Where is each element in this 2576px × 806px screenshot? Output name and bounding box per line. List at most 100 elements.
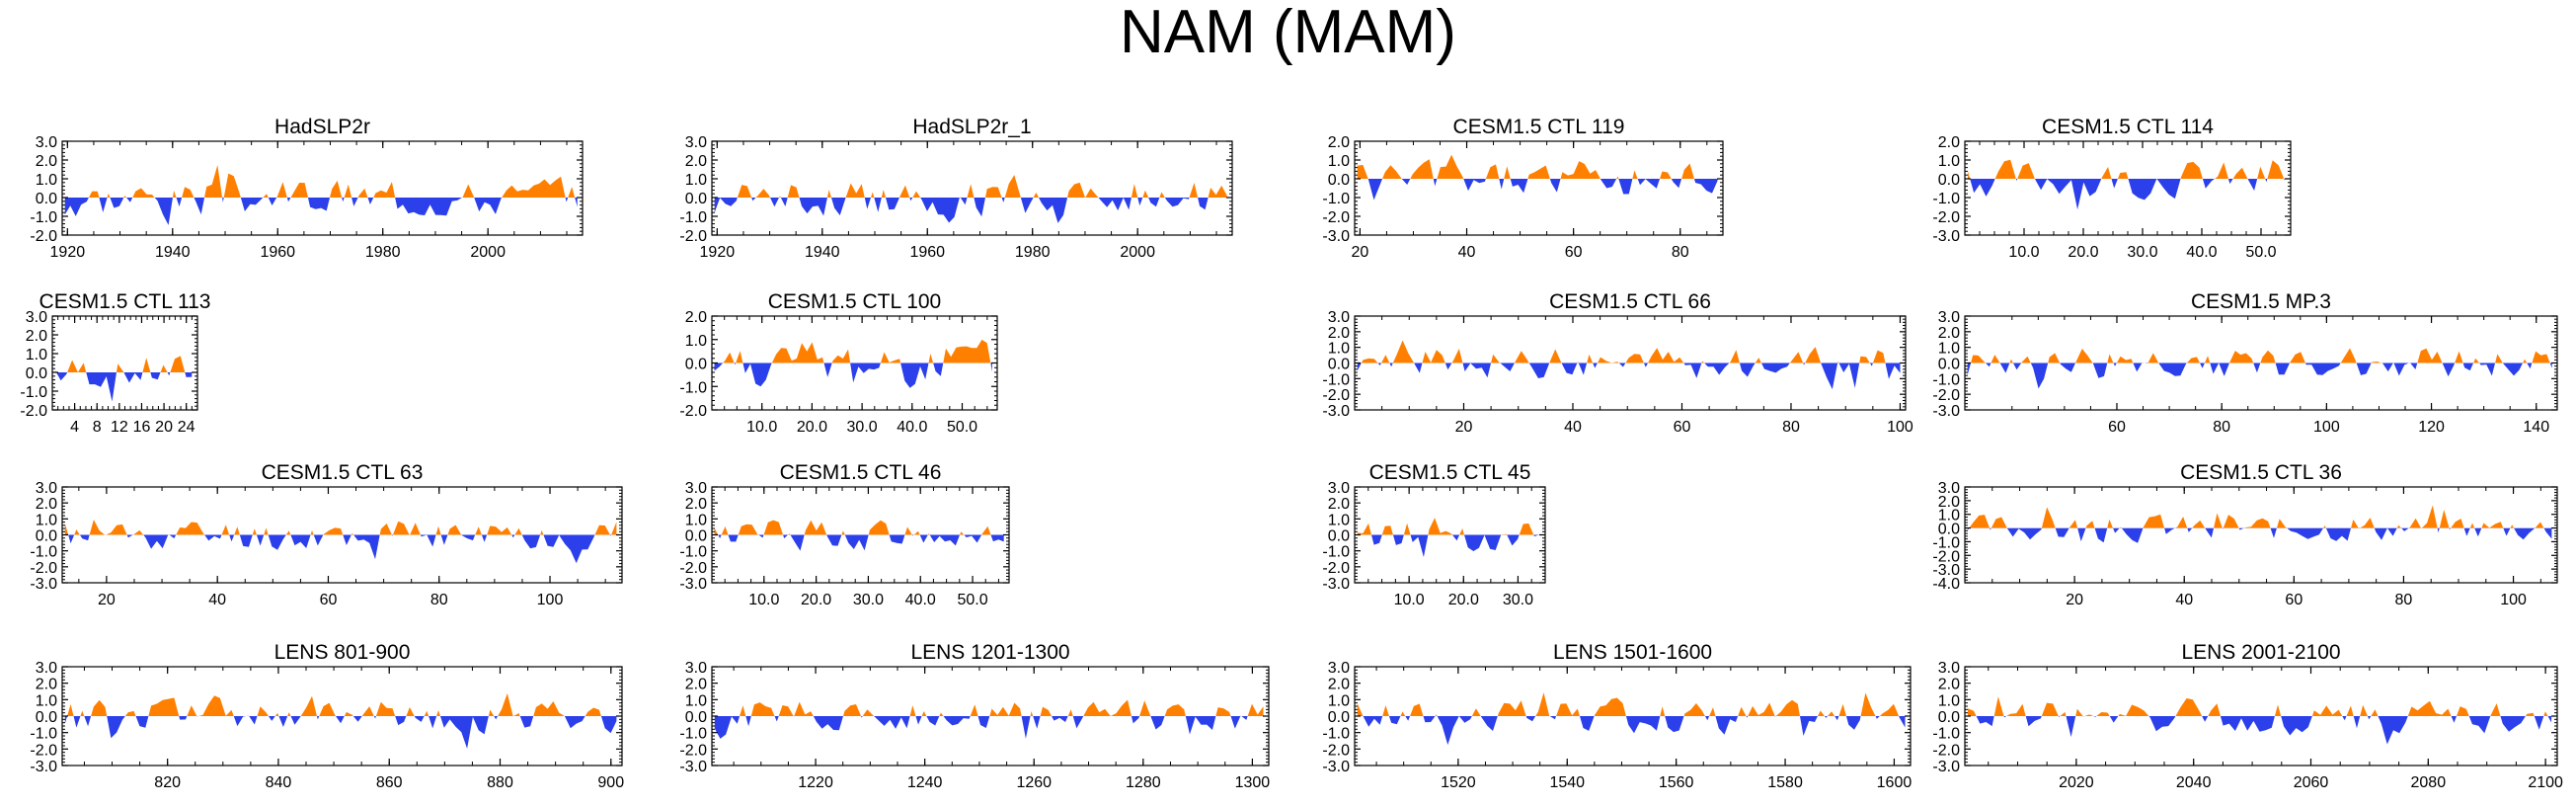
x-tick-label: 880 bbox=[487, 774, 513, 791]
y-tick-label: 2.0 bbox=[685, 153, 707, 170]
y-tick-label: 0.0 bbox=[36, 191, 57, 207]
y-tick-label: 3.0 bbox=[685, 660, 707, 677]
y-tick-label: 3.0 bbox=[1938, 660, 1960, 677]
x-tick-label: 2020 bbox=[2059, 774, 2094, 791]
y-tick-label: -3.0 bbox=[1322, 759, 1350, 775]
negative-anomaly-area bbox=[1968, 716, 2552, 745]
x-tick-label: 24 bbox=[178, 419, 195, 436]
y-tick-label: 2.0 bbox=[1938, 134, 1960, 151]
y-tick-label: 1.0 bbox=[1938, 692, 1960, 709]
x-tick-label: 100 bbox=[2500, 592, 2527, 608]
y-tick-label: 3.0 bbox=[36, 660, 57, 677]
panel-title: LENS 1501-1600 bbox=[1553, 641, 1712, 664]
y-tick-label: -2.0 bbox=[30, 742, 57, 759]
y-tick-label: -1.0 bbox=[20, 384, 47, 401]
negative-anomaly-area bbox=[714, 716, 1264, 739]
y-tick-label: 3.0 bbox=[1328, 480, 1350, 497]
y-tick-label: 2.0 bbox=[1938, 494, 1960, 511]
y-tick-label: 1.0 bbox=[1938, 153, 1960, 170]
x-tick-label: 30.0 bbox=[2127, 244, 2157, 261]
positive-anomaly-area bbox=[1357, 518, 1540, 535]
y-tick-label: -2.0 bbox=[30, 560, 57, 577]
panel-title: CESM1.5 CTL 45 bbox=[1369, 461, 1531, 484]
y-tick-label: -2.0 bbox=[1932, 742, 1960, 759]
x-tick-label: 820 bbox=[154, 774, 181, 791]
panel-8: CESM1.5 MP.3 3.02.01.00.0-1.0-2.0-3.0 60 80… bbox=[1932, 290, 2558, 436]
y-tick-label: -1.0 bbox=[1932, 371, 1960, 388]
positive-anomaly-area bbox=[1357, 154, 1718, 179]
x-tick-label: 40.0 bbox=[905, 592, 936, 608]
positive-anomaly-area bbox=[714, 699, 1264, 716]
panel-16: LENS 2001-2100 3.02.01.00.0-1.0-2.0-3.0 20… bbox=[1932, 641, 2563, 791]
y-tick-label: -1.0 bbox=[1932, 534, 1960, 551]
x-tick-label: 30.0 bbox=[847, 419, 878, 436]
y-tick-label: -3.0 bbox=[1932, 228, 1960, 245]
positive-anomaly-area bbox=[1969, 505, 2544, 528]
x-tick-label: 2100 bbox=[2528, 774, 2563, 791]
y-tick-label: 2.0 bbox=[36, 496, 57, 513]
y-tick-label: 0.0 bbox=[1938, 709, 1960, 726]
y-tick-label: -2.0 bbox=[1932, 548, 1960, 565]
y-tick-label: -2.0 bbox=[1322, 209, 1350, 226]
x-tick-label: 20 bbox=[1455, 419, 1473, 436]
y-tick-label: 0.0 bbox=[26, 365, 47, 382]
y-tick-label: -1.0 bbox=[30, 726, 57, 743]
y-tick-label: -3.0 bbox=[679, 759, 707, 775]
negative-anomaly-area bbox=[714, 363, 992, 388]
y-tick-label: -2.0 bbox=[1322, 387, 1350, 404]
x-tick-label: 1280 bbox=[1126, 774, 1161, 791]
y-tick-label: 1.0 bbox=[26, 347, 47, 363]
panel-title: CESM1.5 CTL 46 bbox=[780, 461, 942, 484]
panel-title: LENS 801-900 bbox=[274, 641, 411, 664]
panel-13: LENS 801-900 3.02.01.00.0-1.0-2.0-3.0 820 8… bbox=[30, 641, 624, 791]
y-tick-label: -3.0 bbox=[679, 576, 707, 593]
y-tick-label: 1.0 bbox=[1938, 341, 1960, 358]
x-tick-label: 60 bbox=[2108, 419, 2126, 436]
x-tick-label: 1520 bbox=[1441, 774, 1476, 791]
panel-title: CESM1.5 CTL 100 bbox=[768, 290, 941, 313]
y-tick-label: -3.0 bbox=[1322, 228, 1350, 245]
x-tick-label: 2000 bbox=[470, 244, 506, 261]
y-tick-label: 3.0 bbox=[26, 309, 47, 326]
x-tick-label: 40 bbox=[1458, 244, 1476, 261]
panel-title: CESM1.5 MP.3 bbox=[2191, 290, 2331, 313]
x-tick-label: 2080 bbox=[2411, 774, 2447, 791]
x-tick-label: 860 bbox=[376, 774, 403, 791]
panel-14: LENS 1201-1300 3.02.01.00.0-1.0-2.0-3.0 12… bbox=[679, 641, 1270, 791]
x-tick-label: 16 bbox=[133, 419, 151, 436]
panel-title: CESM1.5 CTL 66 bbox=[1549, 290, 1711, 313]
x-tick-label: 1980 bbox=[1015, 244, 1051, 261]
y-tick-label: 0.0 bbox=[685, 357, 707, 373]
panel-4: CESM1.5 CTL 114 2.0 1.0 0.0 -1.0 -2.0 -3.0 10.0… bbox=[1932, 116, 2292, 261]
y-tick-label: 1.0 bbox=[1328, 512, 1350, 528]
negative-anomaly-area bbox=[1357, 716, 1906, 746]
y-tick-label: 1.0 bbox=[685, 333, 707, 350]
y-tick-label: 2.0 bbox=[685, 496, 707, 513]
x-tick-label: 20.0 bbox=[2068, 244, 2098, 261]
y-tick-label: 2.0 bbox=[1938, 325, 1960, 342]
x-tick-label: 1960 bbox=[260, 244, 295, 261]
panel-title: CESM1.5 CTL 113 bbox=[39, 290, 211, 313]
y-tick-label: 1.0 bbox=[1328, 153, 1350, 170]
x-tick-label: 60 bbox=[2285, 592, 2303, 608]
y-tick-label: -1.0 bbox=[1322, 726, 1350, 743]
y-tick-label: 1.0 bbox=[685, 172, 707, 189]
panel-11: CESM1.5 CTL 45 3.02.01.00.0-1.0-2.0-3.0 10… bbox=[1322, 461, 1546, 608]
x-tick-label: 1220 bbox=[798, 774, 833, 791]
y-tick-label: -2.0 bbox=[679, 403, 707, 420]
x-tick-label: 1960 bbox=[909, 244, 945, 261]
negative-anomaly-area bbox=[1967, 527, 2552, 543]
y-tick-label: 3.0 bbox=[685, 134, 707, 151]
x-tick-label: 50.0 bbox=[947, 419, 977, 436]
y-tick-label: 3.0 bbox=[685, 480, 707, 497]
x-tick-label: 80 bbox=[430, 592, 448, 608]
x-tick-label: 40.0 bbox=[2186, 244, 2217, 261]
x-tick-label: 840 bbox=[266, 774, 292, 791]
y-tick-label: 1.0 bbox=[36, 172, 57, 189]
y-tick-label: -2.0 bbox=[20, 403, 47, 420]
x-tick-label: 1920 bbox=[700, 244, 736, 261]
x-tick-label: 2040 bbox=[2176, 774, 2212, 791]
x-tick-label: 1300 bbox=[1235, 774, 1271, 791]
